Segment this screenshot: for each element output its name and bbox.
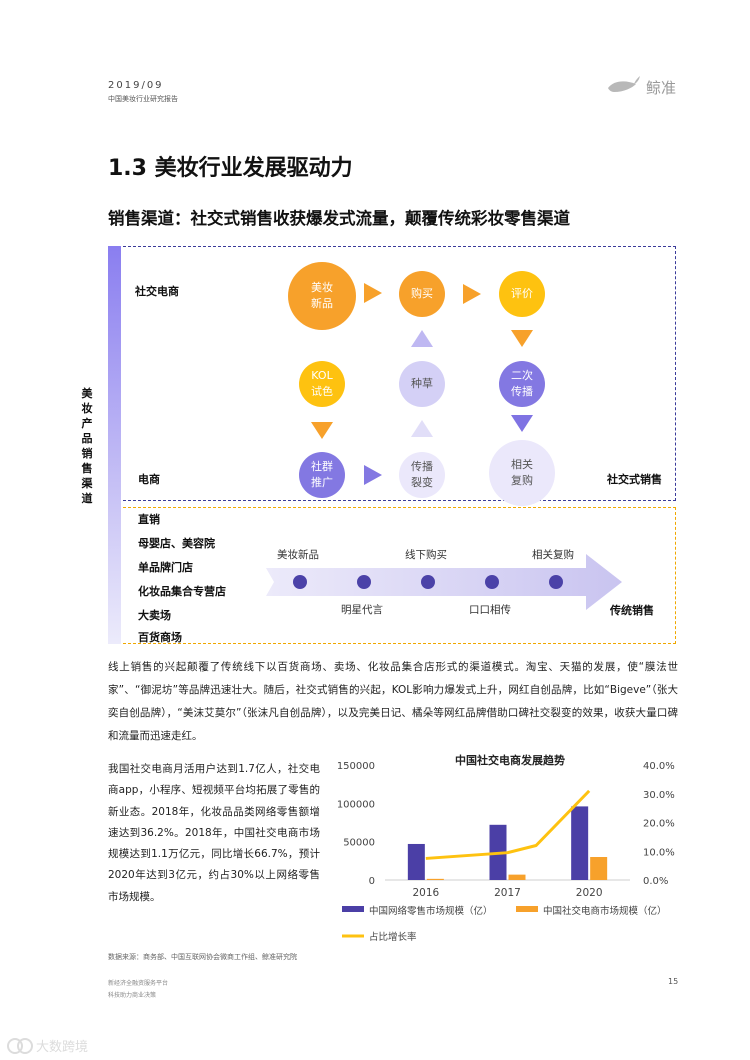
flow-dot — [485, 575, 499, 589]
x-axis-tick-label: 2020 — [576, 887, 603, 899]
legend-label: 占比增长率 — [369, 931, 417, 943]
social-ecom-trend-chart: 中国社交电商发展趋势 0 50000 100000 150000 0.0% 10.0% 20… — [337, 753, 675, 943]
left-axis-tick-label: 0 — [369, 876, 375, 887]
chart-bar — [571, 806, 589, 880]
chart-bar — [407, 843, 425, 880]
flow-dot — [421, 575, 435, 589]
row-label-ecom: 电商 — [138, 473, 160, 486]
vertical-channel-label: 美妆产品销售渠道 — [81, 387, 93, 505]
right-axis-tick-label: 10.0% — [643, 847, 675, 858]
left-axis-tick-label: 100000 — [337, 799, 375, 810]
node-review-label: 评价 — [511, 287, 533, 300]
arrow-up-icon — [411, 420, 433, 437]
node-community: 社群推广 — [299, 452, 345, 498]
social-channel-box — [108, 246, 676, 501]
node-repurchase-label: 相关复购 — [511, 458, 533, 487]
section-title: 1.3 美妆行业发展驱动力 — [108, 156, 353, 181]
body-paragraph-2: 我国社交电商月活用户达到1.7亿人，社交电商app，小程序、短视频平台均拓展了零… — [108, 763, 320, 903]
arrow-down-icon — [511, 330, 533, 347]
chart-line-series — [425, 789, 591, 860]
node-review: 评价 — [499, 271, 545, 317]
social-sales-label: 社交式销售 — [607, 473, 662, 486]
channel-gradient-bar — [108, 246, 121, 644]
traditional-flow-arrow — [266, 554, 622, 610]
traditional-sales-label: 传统销售 — [610, 604, 654, 617]
arrow-right-icon — [463, 284, 481, 304]
x-axis-tick-label: 2017 — [494, 887, 521, 899]
flow-dot — [357, 575, 371, 589]
node-repurchase: 相关复购 — [489, 440, 555, 506]
watermark: 大数跨境 — [6, 1034, 106, 1056]
node-seeding: 种草 — [399, 361, 445, 407]
watermark-text: 大数跨境 — [36, 1040, 89, 1055]
arrow-up-icon — [411, 330, 433, 347]
node-purchase: 购买 — [399, 271, 445, 317]
flow-label: 口口相传 — [469, 604, 511, 616]
node-new-product: 美妆新品 — [288, 262, 356, 330]
brand-logo: 鲸准 — [606, 74, 686, 102]
channel-item: 大卖场 — [138, 609, 171, 622]
legend-label: 中国网络零售市场规模（亿） — [369, 905, 493, 917]
node-second-spread-label: 二次传播 — [511, 369, 533, 398]
right-axis-tick-label: 40.0% — [643, 761, 675, 772]
right-axis-tick-label: 0.0% — [643, 876, 668, 887]
arrow-down-icon — [511, 415, 533, 432]
flow-dot — [293, 575, 307, 589]
footer-line-2: 科技助力商业决策 — [108, 992, 157, 999]
brand-name: 鲸准 — [646, 79, 677, 97]
chart-bar — [508, 874, 526, 880]
page-number: 15 — [668, 977, 679, 986]
flow-label: 线下购买 — [405, 549, 447, 561]
arrow-right-icon — [364, 465, 382, 485]
left-axis-tick-label: 50000 — [343, 838, 375, 849]
chart-bar — [590, 857, 608, 880]
right-axis-tick-label: 30.0% — [643, 790, 675, 801]
legend-swatch — [516, 906, 538, 912]
channel-item: 母婴店、美容院 — [138, 537, 215, 550]
flow-dot — [549, 575, 563, 589]
flow-label: 明星代言 — [341, 604, 383, 616]
headline: 销售渠道：社交式销售收获爆发式流量，颠覆传统彩妆零售渠道 — [108, 209, 570, 228]
left-axis-tick-label: 150000 — [337, 761, 375, 772]
x-axis-tick-label: 2016 — [412, 887, 439, 899]
node-second-spread: 二次传播 — [499, 361, 545, 407]
chart-bar — [426, 878, 444, 880]
node-viral-label: 传播裂变 — [411, 460, 433, 489]
legend-label: 中国社交电商市场规模（亿） — [543, 905, 667, 917]
channel-item: 单品牌门店 — [138, 561, 193, 574]
report-date: 2019/09 — [108, 80, 164, 91]
report-subtitle: 中国美妆行业研究报告 — [108, 95, 178, 103]
whale-icon — [608, 76, 640, 92]
node-seeding-label: 种草 — [411, 377, 433, 390]
node-viral: 传播裂变 — [399, 452, 445, 498]
flow-label: 相关复购 — [532, 549, 574, 561]
arrow-right-icon — [364, 283, 382, 303]
chart-title: 中国社交电商发展趋势 — [455, 753, 565, 767]
node-kol-label: KOL试色 — [311, 369, 333, 398]
body-paragraph-1: 线上销售的兴起颠覆了传统线下以百货商场、卖场、化妆品集合店形式的渠道模式。淘宝、… — [108, 661, 678, 742]
legend-swatch — [342, 906, 364, 912]
node-kol: KOL试色 — [299, 361, 345, 407]
watermark-logo-icon — [7, 1038, 33, 1054]
row-label-social-ecom: 社交电商 — [135, 285, 179, 298]
node-community-label: 社群推广 — [311, 460, 333, 489]
data-source: 数据来源：商务部、中国互联网协会微商工作组、鲸准研究院 — [108, 953, 297, 961]
node-purchase-label: 购买 — [411, 287, 433, 300]
channel-item: 化妆品集合专营店 — [138, 585, 226, 598]
node-new-product-label: 美妆新品 — [311, 281, 333, 310]
channel-item: 百货商场 — [138, 631, 182, 644]
channel-item: 直销 — [138, 513, 160, 526]
flow-label: 美妆新品 — [277, 549, 319, 561]
right-axis-tick-label: 20.0% — [643, 819, 675, 830]
arrow-down-icon — [311, 422, 333, 439]
footer-line-1: 新经济全融资服务平台 — [108, 980, 169, 987]
